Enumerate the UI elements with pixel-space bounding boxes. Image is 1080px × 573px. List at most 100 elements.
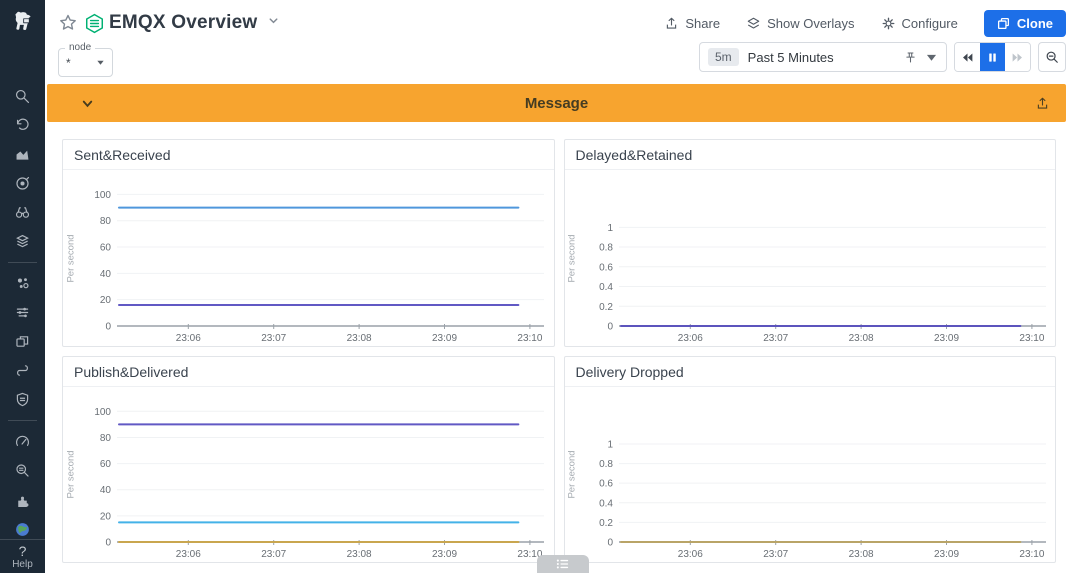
svg-text:0.4: 0.4: [599, 282, 613, 293]
time-backward-button[interactable]: [955, 43, 980, 71]
panel-title: Publish&Delivered: [63, 357, 554, 387]
svg-text:80: 80: [100, 216, 112, 227]
overlays-layers-icon: [746, 16, 761, 31]
svg-text:0: 0: [607, 538, 613, 549]
svg-text:0.2: 0.2: [599, 302, 613, 313]
configure-label: Configure: [902, 16, 958, 31]
svg-text:23:08: 23:08: [347, 333, 372, 344]
y-axis-label: Per second: [63, 170, 79, 346]
time-forward-button[interactable]: [1005, 43, 1030, 71]
pause-live-button[interactable]: [980, 43, 1005, 71]
app-sidebar: ? Help: [0, 0, 45, 573]
charts-grid-wrap: Sent&Received Per second 02040608010023:…: [47, 122, 1066, 563]
gear-icon: [881, 16, 896, 31]
svg-text:23:09: 23:09: [933, 333, 958, 344]
chart-svg[interactable]: 02040608010023:0623:0723:0823:0923:10: [79, 387, 554, 562]
svg-text:23:06: 23:06: [677, 549, 702, 560]
history-icon[interactable]: [0, 116, 45, 136]
svg-text:40: 40: [100, 269, 112, 280]
windows-icon[interactable]: [0, 332, 45, 352]
svg-text:100: 100: [94, 407, 111, 418]
group-export-icon[interactable]: [1035, 96, 1050, 111]
charts-grid: Sent&Received Per second 02040608010023:…: [62, 139, 1056, 563]
chart-body: Per second 00.20.40.60.8123:0623:0723:08…: [565, 170, 1056, 346]
svg-text:23:08: 23:08: [347, 549, 372, 560]
svg-text:0.4: 0.4: [599, 498, 613, 509]
pin-timeframe-icon[interactable]: [904, 51, 917, 64]
app-root: ? Help EMQX Overview Share: [0, 0, 1080, 573]
clone-copy-icon: [997, 17, 1010, 30]
sidebar-nav: [0, 82, 45, 485]
show-overlays-button[interactable]: Show Overlays: [746, 16, 854, 31]
panel-title: Delayed&Retained: [565, 140, 1056, 170]
dashboard-content: Message Sent&Received Per second 0 20 40 60…: [45, 82, 1080, 573]
chart-body: Per second 02040608010023:0623:0723:0823…: [63, 387, 554, 562]
bottom-drawer-handle[interactable]: [537, 555, 589, 573]
svg-text:1: 1: [607, 223, 613, 234]
log-search-icon[interactable]: [0, 461, 45, 481]
svg-text:1: 1: [607, 439, 613, 450]
shield-icon[interactable]: [0, 390, 45, 410]
link-icon[interactable]: [0, 361, 45, 381]
datadog-logo-icon[interactable]: [0, 0, 45, 44]
svg-text:23:10: 23:10: [1019, 333, 1044, 344]
svg-text:23:10: 23:10: [1019, 549, 1044, 560]
target-icon[interactable]: [0, 174, 45, 194]
globe-avatar[interactable]: [0, 519, 45, 539]
chart-panel[interactable]: Delivery Dropped Per second 00.20.40.60.…: [564, 356, 1057, 563]
filter-lines-icon[interactable]: [0, 303, 45, 323]
chart-body: Per second 00.20.40.60.8123:0623:0723:08…: [565, 387, 1056, 562]
time-stepper: [954, 42, 1031, 72]
svg-text:23:07: 23:07: [261, 549, 286, 560]
dashboard-header: EMQX Overview Share Show Overlays: [45, 0, 1080, 82]
title-chevron-down-icon[interactable]: [267, 14, 280, 32]
chart-panel[interactable]: Delayed&Retained Per second 00.20.40.60.…: [564, 139, 1057, 347]
show-overlays-label: Show Overlays: [767, 16, 854, 31]
node-variable-label: node: [65, 42, 95, 53]
area-chart-icon[interactable]: [0, 145, 45, 165]
emqx-logo-icon: [84, 13, 105, 34]
svg-text:0.6: 0.6: [599, 479, 613, 490]
svg-text:23:07: 23:07: [763, 333, 788, 344]
chart-svg[interactable]: 00.20.40.60.8123:0623:0723:0823:0923:10: [581, 387, 1056, 562]
time-range-picker[interactable]: 5m Past 5 Minutes: [699, 42, 947, 72]
rewind-icon: [961, 51, 974, 64]
time-caret-down-icon[interactable]: [925, 51, 938, 64]
time-range-label: Past 5 Minutes: [748, 50, 904, 65]
svg-text:60: 60: [100, 459, 112, 470]
zoom-out-icon: [1045, 50, 1059, 64]
chart-svg[interactable]: 00.20.40.60.8123:0623:0723:0823:0923:10: [581, 170, 1056, 346]
chart-panel[interactable]: Publish&Delivered Per second 02040608010…: [62, 356, 555, 563]
svg-text:20: 20: [100, 295, 112, 306]
svg-text:0.8: 0.8: [599, 243, 613, 254]
configure-button[interactable]: Configure: [881, 16, 958, 31]
zoom-out-button[interactable]: [1038, 42, 1066, 72]
svg-text:0: 0: [105, 322, 111, 333]
list-icon: [555, 558, 571, 570]
clone-button[interactable]: Clone: [984, 10, 1066, 37]
search-icon[interactable]: [0, 87, 45, 107]
svg-text:80: 80: [100, 433, 112, 444]
svg-text:0: 0: [105, 538, 111, 549]
chart-body: Per second 02040608010023:0623:0723:0823…: [63, 170, 554, 346]
panel-title: Sent&Received: [63, 140, 554, 170]
page-title: EMQX Overview: [109, 12, 257, 34]
dots-cluster-icon[interactable]: [0, 274, 45, 294]
help-button[interactable]: ? Help: [0, 539, 45, 573]
help-question-icon: ?: [19, 544, 27, 559]
share-button[interactable]: Share: [664, 16, 720, 31]
chart-svg[interactable]: 02040608010023:0623:0723:0823:0923:10: [79, 170, 554, 346]
puzzle-icon[interactable]: [0, 491, 45, 511]
layers-icon[interactable]: [0, 232, 45, 252]
chart-panel[interactable]: Sent&Received Per second 02040608010023:…: [62, 139, 555, 347]
message-group-banner[interactable]: Message: [47, 84, 1066, 122]
binoculars-icon[interactable]: [0, 203, 45, 223]
share-label: Share: [685, 16, 720, 31]
node-variable-select[interactable]: node *: [58, 48, 113, 77]
gauge-icon[interactable]: [0, 432, 45, 452]
share-upload-icon: [664, 16, 679, 31]
svg-text:23:06: 23:06: [176, 549, 201, 560]
svg-text:23:06: 23:06: [677, 333, 702, 344]
sidebar-bottom: [0, 487, 45, 543]
favorite-star-icon[interactable]: [58, 13, 78, 33]
